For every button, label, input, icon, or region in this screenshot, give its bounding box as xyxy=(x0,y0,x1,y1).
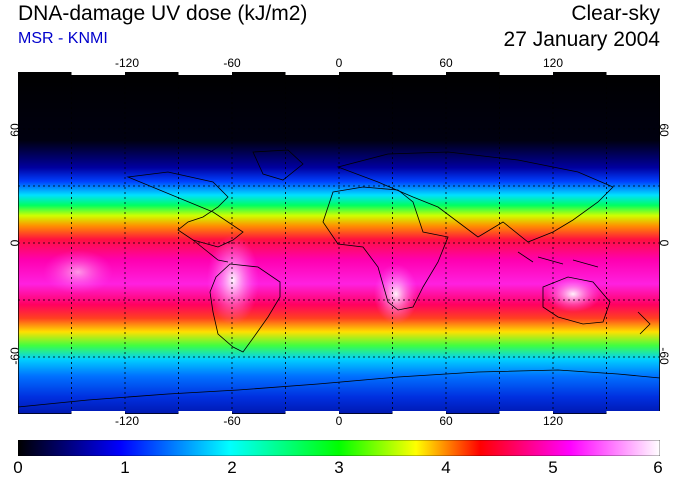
frame-segment xyxy=(285,72,339,75)
colorbar-label: 6 xyxy=(653,458,663,477)
lon-tick-top: -120 xyxy=(114,56,140,70)
new-zealand-coast xyxy=(637,311,651,335)
map-title: DNA-damage UV dose (kJ/m2) xyxy=(18,2,308,25)
graticule xyxy=(18,72,660,414)
frame-segment xyxy=(499,411,553,414)
lon-tick-top: -60 xyxy=(223,56,241,70)
sky-condition-label: Clear-sky xyxy=(571,2,660,25)
indonesia-coast xyxy=(517,251,599,268)
date-label: 27 January 2004 xyxy=(503,28,660,51)
colorbar-gradient xyxy=(18,440,660,456)
hotspot-southern-africa xyxy=(374,264,418,324)
greenland-coast xyxy=(252,149,304,181)
frame-segment xyxy=(178,72,232,75)
australia-coast xyxy=(542,276,611,325)
south-america-coast xyxy=(209,263,281,353)
frame-segment xyxy=(606,72,660,75)
lon-tick-bottom: 120 xyxy=(542,414,564,428)
africa-coast xyxy=(322,186,449,311)
frame-segment xyxy=(285,411,339,414)
frame-segment xyxy=(178,411,232,414)
lon-tick-top: 120 xyxy=(542,56,564,70)
colorbar-label: 4 xyxy=(441,458,451,477)
colorbar-label: 1 xyxy=(120,458,130,477)
lon-tick-bottom: -120 xyxy=(114,414,140,428)
hotspot-pacific xyxy=(43,250,113,294)
frame-segment xyxy=(71,72,125,75)
colorbar-label: 2 xyxy=(227,458,237,477)
lon-tick-bottom: 60 xyxy=(439,414,453,428)
uv-dose-map xyxy=(18,72,660,414)
hotspot-south-america xyxy=(207,235,259,325)
frame-segment xyxy=(71,411,125,414)
lon-tick-top: 0 xyxy=(335,56,343,70)
frame-segment xyxy=(392,411,446,414)
lon-tick-top: 60 xyxy=(439,56,453,70)
colorbar-label: 5 xyxy=(548,458,558,477)
lon-tick-bottom: -60 xyxy=(223,414,241,428)
colorbar-label: 0 xyxy=(13,458,23,477)
frame-segment xyxy=(606,411,660,414)
source-label: MSR - KNMI xyxy=(18,30,108,47)
central-america-coast xyxy=(192,239,229,263)
frame xyxy=(18,72,660,414)
antarctica-coast xyxy=(18,369,660,408)
colorbar-label: 3 xyxy=(334,458,344,477)
lon-tick-bottom: 0 xyxy=(335,414,343,428)
frame-segment xyxy=(499,72,553,75)
hotspot-australia xyxy=(545,276,601,312)
frame-segment xyxy=(392,72,446,75)
north-america-coast xyxy=(126,171,244,248)
coastlines xyxy=(18,149,660,408)
colorbar xyxy=(18,440,660,456)
